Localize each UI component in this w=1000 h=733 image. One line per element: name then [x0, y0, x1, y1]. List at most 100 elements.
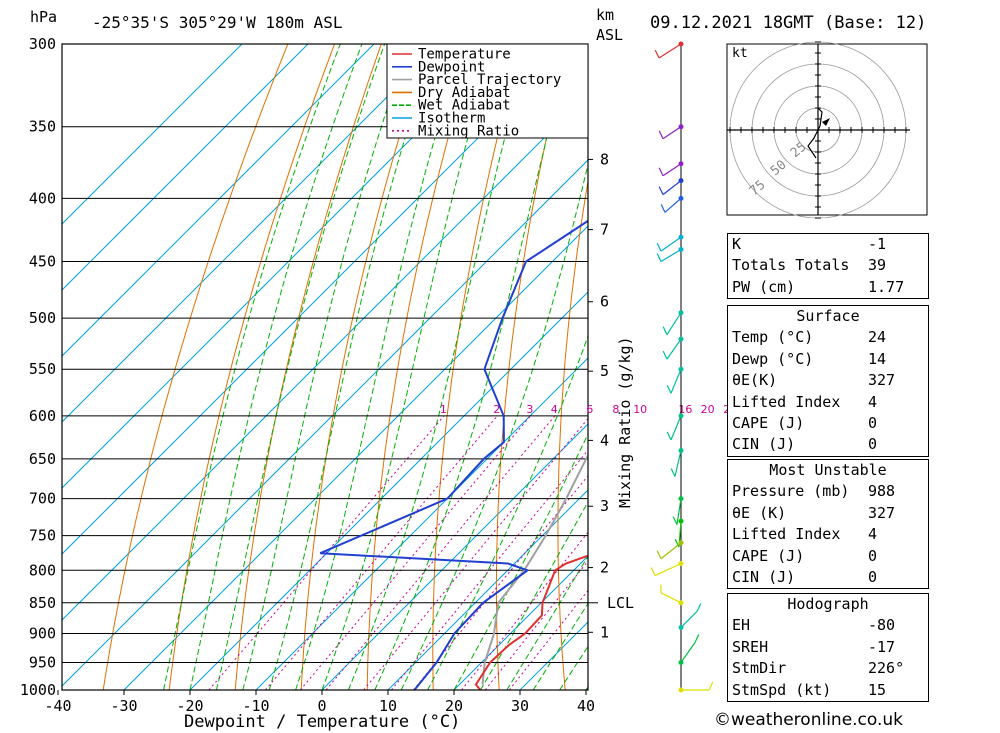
table-row: Totals Totals 39 [728, 255, 928, 276]
hpa-label: hPa [30, 8, 57, 26]
pressure-tick-label: 750 [29, 527, 56, 545]
row-label: Totals Totals [732, 256, 850, 275]
row-value: 327 [868, 503, 896, 522]
row-value: 0 [868, 546, 878, 565]
wind-barb-flag [694, 634, 700, 643]
pressure-tick-label: 500 [29, 309, 56, 327]
wind-barb [662, 163, 682, 177]
km-tick-label: 7 [600, 221, 609, 239]
asl-label: ASL [596, 26, 623, 44]
row-label: SREH [732, 637, 769, 656]
hodograph-unit: kt [732, 46, 748, 61]
profiles [319, 219, 588, 690]
row-value: 4 [868, 392, 878, 411]
mixing-ratio-labels: 12346810162025 [440, 403, 737, 416]
dry-adiabat-line [989, 44, 1000, 690]
mixing-ratio-label: 4 [551, 403, 558, 416]
table-row: Lifted Index 4 [728, 524, 928, 545]
row-label: CAPE (J) [732, 413, 805, 432]
table-row: θE (K) 327 [728, 503, 928, 524]
wind-level-dot [678, 540, 684, 546]
most-unstable-panel: Most Unstable Pressure (mb) 988 θE (K) 327 L… [727, 459, 929, 590]
table-row: PW (cm) 1.77 [728, 277, 928, 298]
wet-adiabat-line [295, 44, 464, 690]
wind-level-dot [678, 234, 684, 240]
row-value: 1.77 [868, 277, 905, 296]
dewpoint-line [319, 219, 588, 690]
wind-barb-flag [708, 681, 714, 691]
legend-label: Mixing Ratio [418, 123, 519, 139]
wind-level-dot [678, 246, 684, 252]
hodograph-trace [807, 107, 823, 159]
location-title: -25°35'S 305°29'W 180m ASL [92, 13, 342, 32]
wind-barb [658, 43, 682, 59]
wind-barb [676, 498, 682, 525]
surface-title: Surface [796, 307, 860, 325]
legend-label: Temperature [418, 47, 511, 63]
wind-barb [660, 542, 682, 560]
row-value: 0 [868, 435, 878, 454]
wind-barb [660, 248, 682, 263]
table-row: Pressure (mb) 988 [728, 481, 928, 502]
table-row: SREH -17 [728, 637, 928, 658]
pressure-tick-label: 1000 [20, 681, 56, 699]
wind-level-dot [678, 624, 684, 630]
isotherm-line [62, 44, 573, 555]
axes: 3003504004505005506006507007508008509009… [20, 35, 634, 715]
wind-profile [650, 41, 714, 693]
mixing-ratio-line [391, 449, 588, 690]
mixing-ratio-axis-label: Mixing Ratio (g/kg) [616, 336, 634, 508]
wind-barb-flag [696, 603, 702, 612]
x-tick-label: -30 [110, 697, 137, 715]
dry-adiabat-line [102, 44, 289, 690]
row-value: 0 [868, 413, 878, 432]
pressure-tick-label: 600 [29, 407, 56, 425]
legend-label: Isotherm [418, 111, 485, 127]
mixing-ratio-label: 16 [678, 403, 692, 416]
table-row: EH -80 [728, 615, 928, 636]
most-unstable-title: Most Unstable [769, 461, 887, 479]
isotherm-line [321, 423, 588, 690]
wind-barb [674, 450, 682, 477]
table-row: CIN (J) 0 [728, 434, 928, 455]
isotherm-line [62, 44, 375, 357]
legend-label: Dewpoint [418, 59, 485, 75]
table-row: CAPE (J) 0 [728, 413, 928, 434]
row-value: 327 [868, 371, 896, 390]
row-label: CIN (J) [732, 567, 796, 586]
wind-barb-flag [656, 253, 662, 262]
row-label: Lifted Index [732, 525, 841, 544]
wind-barb-flag [660, 204, 666, 213]
lcl-label: LCL [607, 594, 634, 612]
row-label: PW (cm) [732, 277, 796, 296]
isotherm-line [62, 44, 507, 489]
datetime-title: 09.12.2021 18GMT (Base: 12) [650, 13, 926, 33]
row-value: 988 [868, 482, 896, 501]
row-label: CAPE (J) [732, 546, 805, 565]
wind-barb-flag [654, 49, 660, 59]
mixing-ratio-line [413, 475, 588, 690]
row-value: 15 [868, 680, 887, 699]
table-row: CAPE (J) 0 [728, 546, 928, 567]
wind-barb-flag [656, 242, 662, 252]
row-label: EH [732, 616, 751, 635]
row-label: Lifted Index [732, 392, 841, 411]
x-tick-label: 30 [511, 697, 529, 715]
wind-barb-flag [666, 384, 672, 394]
wind-barb [660, 236, 682, 252]
indices-panel: K -1 Totals Totals 39 PW (cm) 1.77 [727, 233, 929, 300]
hodograph-table-title: Hodograph [787, 595, 869, 613]
row-label: CIN (J) [732, 435, 796, 454]
wind-barb-flag [666, 431, 672, 441]
wind-level-dot [678, 178, 684, 184]
row-value: -80 [868, 616, 896, 635]
wind-level-dot [678, 161, 684, 167]
table-row: K -1 [728, 234, 928, 255]
km-tick-label: 1 [600, 623, 609, 641]
pressure-tick-label: 850 [29, 594, 56, 612]
isotherm-line [62, 159, 588, 687]
mixing-ratio-label: 10 [633, 403, 647, 416]
